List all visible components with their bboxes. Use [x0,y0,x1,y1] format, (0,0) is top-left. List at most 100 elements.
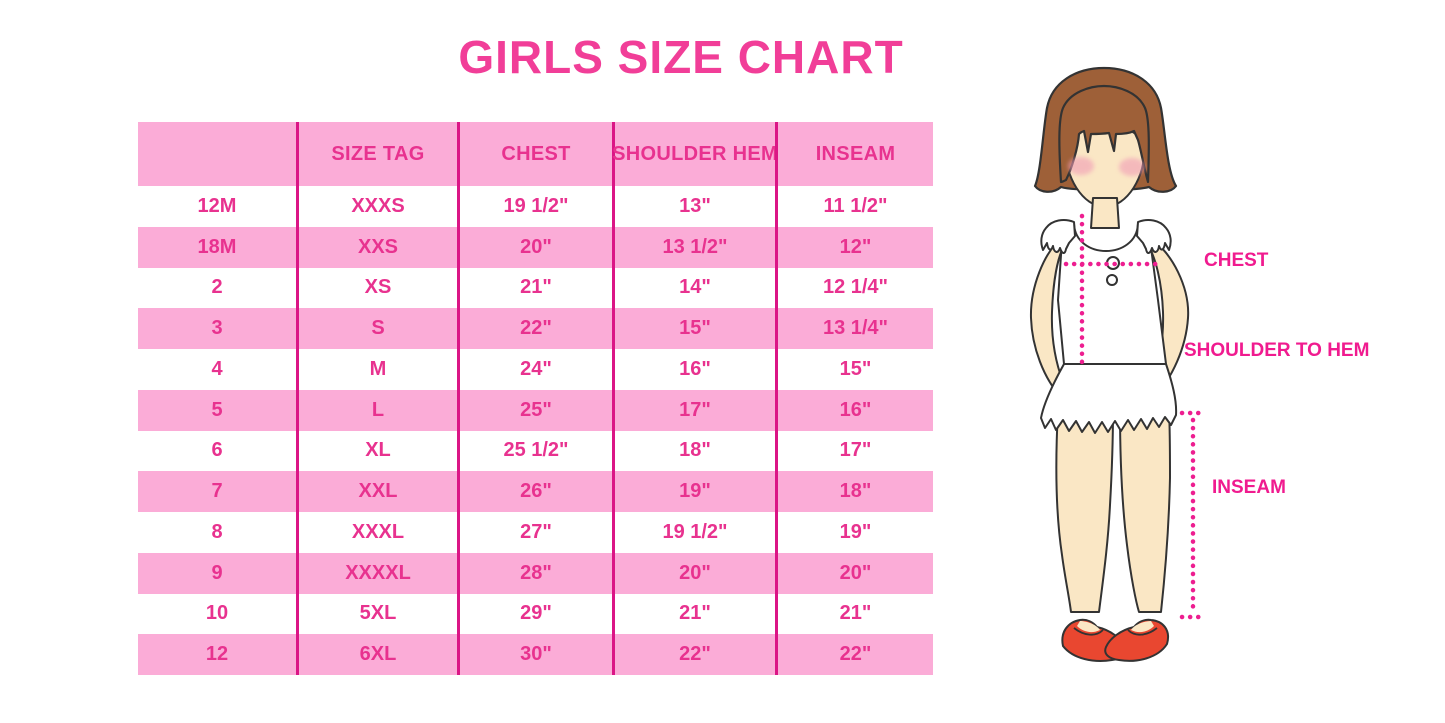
page-title: GIRLS SIZE CHART [458,31,904,83]
table-cell: 8 [211,520,223,543]
table-cell: 20" [457,226,612,268]
table-cell: XXL [296,471,457,512]
table-cell: 17" [775,430,933,472]
table-cell: 25 1/2" [457,430,612,472]
table-cell: 9 [211,561,223,584]
girl-blush-left [1068,157,1094,175]
table-cell: 10 [205,602,229,625]
table-cell: 29" [457,593,612,635]
table-cell: 12" [775,226,933,268]
girl-blush-right [1119,158,1145,176]
table-cell: 6 [211,439,223,462]
table-cell: S [296,308,457,349]
table-cell: 30" [457,634,612,675]
table-cell: 18M [197,235,237,258]
table-cell: XXXS [296,186,457,227]
table-cell: 5 [211,398,223,421]
table-row: 18M XXS 20" 13 1/2" 12" [138,226,933,268]
table-cell: 25" [457,389,612,431]
table-cell: 13 1/2" [612,226,775,268]
table-cell: 2 [211,276,223,299]
table-cell: 22" [775,634,933,675]
table-cell: 4 [211,357,223,380]
table-cell: M [296,349,457,390]
table-cell: 18" [612,430,775,472]
girl-illustration [1029,66,1204,662]
table-cell: 5XL [296,593,457,635]
girl-shoe-right-strap [1127,627,1158,636]
table-cell: XXS [296,226,457,268]
girl-top-button-2 [1106,274,1118,286]
table-cell: 22" [457,308,612,349]
table-cell: L [296,389,457,431]
table-cell: XS [296,267,457,309]
table-cell: 15" [612,308,775,349]
table-cell: 7 [211,480,223,503]
table-cell: 22" [612,634,775,675]
shoulder-to-hem-label: SHOULDER TO HEM [1184,340,1370,361]
girl-ruffle-left [1040,219,1076,254]
table-header-cell: SHOULDER HEM [612,122,778,186]
girl-shoe-right [1104,618,1169,662]
table-cell: 14" [612,267,775,309]
table-row: 10 5XL 29" 21" 21" [138,593,933,635]
table-header-cell [138,122,296,186]
table-cell: 20" [775,552,933,594]
table-header-row: SIZE TAG CHEST SHOULDER HEM INSEAM [138,122,933,186]
table-cell: 19 1/2" [612,512,775,553]
table-cell: 19" [775,512,933,553]
table-row: 7 XXL 26" 19" 18" [138,471,933,512]
table-cell: 11 1/2" [775,186,933,227]
table-cell: 16" [775,389,933,431]
table-cell: 13 1/4" [775,308,933,349]
table-cell: 3 [211,317,223,340]
girl-bangs [1058,84,1150,184]
table-cell: XL [296,430,457,472]
inseam-label: INSEAM [1212,477,1286,498]
table-body: 12M XXXS 19 1/2" 13" 11 1/2" 18M XXS 20" 13 1/2"… [138,186,933,675]
table-cell: 21" [457,267,612,309]
chest-label: CHEST [1204,250,1269,271]
girl-ruffle-right [1136,219,1172,254]
girl-shoe-left-strap-gap [1077,621,1100,633]
table-cell: 12 1/4" [775,267,933,309]
girl-top-bodice [1057,223,1167,365]
girl-shoe-right-strap-gap [1131,621,1154,633]
table-row: 8 XXXL 27" 19 1/2" 19" [138,512,933,553]
table-cell: XXXL [296,512,457,553]
table-header-cell: CHEST [457,122,612,186]
table-header-cell: SIZE TAG [296,122,457,186]
table-row: 2 XS 21" 14" 12 1/4" [138,267,933,309]
table-cell: 19 1/2" [457,186,612,227]
table-cell: 20" [612,552,775,594]
table-row: 6 XL 25 1/2" 18" 17" [138,430,933,472]
table-cell: 26" [457,471,612,512]
table-row: 12M XXXS 19 1/2" 13" 11 1/2" [138,186,933,227]
table-cell: 15" [775,349,933,390]
table-cell: 24" [457,349,612,390]
table-cell: 19" [612,471,775,512]
table-row: 4 M 24" 16" 15" [138,349,933,390]
table-cell: 12 [205,643,229,666]
table-cell: 18" [775,471,933,512]
table-cell: 16" [612,349,775,390]
size-table: SIZE TAG CHEST SHOULDER HEM INSEAM 12M XX… [138,122,933,675]
girl-leg-left [1055,409,1114,613]
measurement-illustration: CHEST SHOULDER TO HEM INSEAM [1000,60,1420,710]
table-cell: 13" [612,186,775,227]
table-header-cell: INSEAM [775,122,933,186]
table-cell: 6XL [296,634,457,675]
table-row: 5 L 25" 17" 16" [138,389,933,431]
girl-leg-right [1119,409,1171,613]
table-cell: 27" [457,512,612,553]
table-cell: 21" [612,593,775,635]
table-cell: 12M [197,194,237,217]
table-row: 3 S 22" 15" 13 1/4" [138,308,933,349]
table-cell: 28" [457,552,612,594]
girl-shoe-left-strap [1073,627,1104,636]
girl-skirt [1040,363,1178,434]
table-row: 9 XXXXL 28" 20" 20" [138,552,933,594]
table-cell: 21" [775,593,933,635]
girl-neck [1090,197,1120,229]
